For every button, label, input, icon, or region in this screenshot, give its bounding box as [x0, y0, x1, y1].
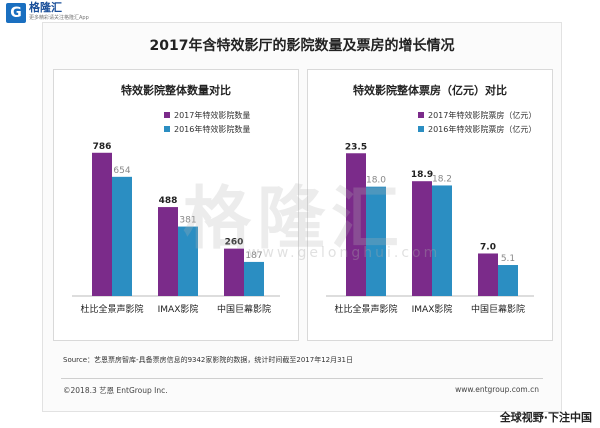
bar: [498, 265, 518, 296]
website-link[interactable]: www.entgroup.com.cn: [455, 385, 539, 394]
legend-swatch: [164, 112, 170, 118]
legend-swatch: [164, 126, 170, 132]
top-bar: G 格隆汇 更多精彩请关注格隆汇App: [0, 0, 600, 26]
data-label: 18.9: [411, 170, 433, 180]
page-title: 2017年含特效影厅的影院数量及票房的增长情况: [149, 38, 455, 54]
logo-name: 格隆汇: [29, 1, 62, 14]
bar: [478, 253, 498, 296]
x-tick-label: IMAX影院: [412, 303, 453, 315]
legend-label: 2017年特效影院票房（亿元）: [428, 110, 536, 120]
bar: [244, 261, 264, 296]
x-tick-label: 中国巨幕影院: [471, 303, 525, 315]
bar: [224, 248, 244, 296]
legend-label: 2017年特效影院数量: [174, 110, 250, 120]
bar: [158, 207, 178, 296]
x-tick-label: 中国巨幕影院: [217, 303, 271, 315]
bar: [346, 153, 366, 296]
legend-label: 2016年特效影院数量: [174, 124, 250, 134]
chart-boxoffice-svg: 特效影院整体票房（亿元）对比 2017年特效影院票房（亿元） 2016年特效影院票房…: [326, 83, 536, 315]
bar: [178, 226, 198, 296]
slide-canvas: 2017年含特效影厅的影院数量及票房的增长情况 特效影院整体数量对比 2017年特…: [42, 22, 562, 412]
bar: [366, 186, 386, 296]
data-label: 260: [225, 238, 244, 248]
bar: [432, 185, 452, 296]
chart-panel-count: 特效影院整体数量对比 2017年特效影院数量 2016年特效影院数量 786 488 26…: [53, 69, 299, 341]
bar: [92, 152, 112, 296]
x-tick-label: IMAX影院: [158, 303, 199, 315]
data-label: 7.0: [480, 242, 496, 252]
chart-count-svg: 特效影院整体数量对比 2017年特效影院数量 2016年特效影院数量 786 488 26…: [72, 83, 280, 315]
data-label: 381: [179, 216, 196, 226]
data-label: 786: [93, 142, 112, 152]
x-tick-label: 杜比全景声影院: [80, 303, 143, 315]
data-label: 187: [245, 251, 262, 261]
legend-label: 2016年特效影院票房（亿元）: [428, 124, 536, 134]
chart-title: 特效影院整体数量对比: [121, 83, 231, 97]
chart-title: 特效影院整体票房（亿元）对比: [353, 83, 507, 97]
chart-panel-boxoffice: 特效影院整体票房（亿元）对比 2017年特效影院票房（亿元） 2016年特效影院票房…: [307, 69, 553, 341]
legend-swatch: [418, 126, 424, 132]
bar: [112, 176, 132, 296]
footer-divider: [61, 378, 543, 379]
brand-logo[interactable]: G 格隆汇 更多精彩请关注格隆汇App: [6, 1, 89, 23]
bar: [412, 181, 432, 296]
x-tick-label: 杜比全景声影院: [334, 303, 397, 315]
logo-subtitle: 更多精彩请关注格隆汇App: [29, 15, 89, 21]
data-label: 654: [113, 166, 130, 176]
copyright: ©2018.3 艺恩 EntGroup Inc.: [63, 386, 168, 395]
data-label: 18.0: [366, 176, 386, 186]
bottom-banner: 全球视野·下注中国: [499, 411, 592, 424]
logo-text: 格隆汇 更多精彩请关注格隆汇App: [29, 1, 89, 23]
data-label: 5.1: [501, 254, 515, 264]
source-note: Source：艺恩票房智库-具备票房信息的9342家影院的数据，统计时间截至20…: [63, 356, 354, 364]
data-label: 18.2: [432, 174, 452, 184]
logo-mark-icon: G: [6, 3, 26, 23]
data-label: 23.5: [345, 142, 367, 152]
legend-swatch: [418, 112, 424, 118]
data-label: 488: [159, 196, 178, 206]
